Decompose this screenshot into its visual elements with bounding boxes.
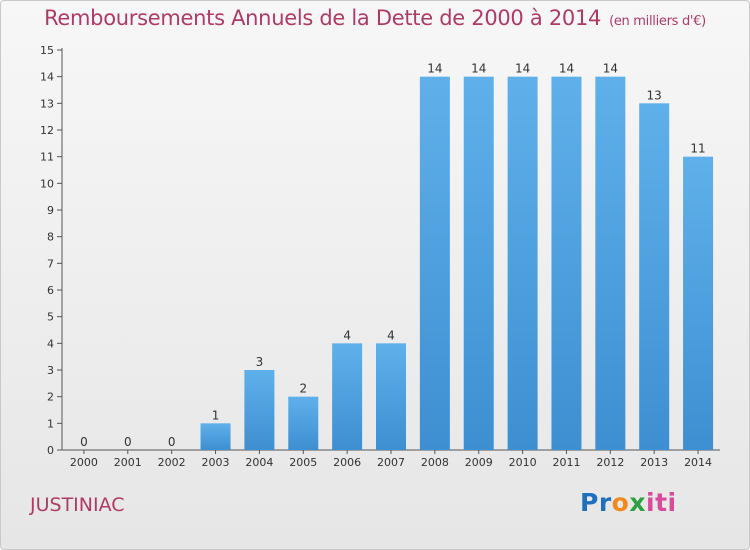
bar-value-label: 11 xyxy=(690,142,705,156)
bar xyxy=(639,103,670,450)
y-tick-label: 5 xyxy=(47,311,54,324)
logo-letter: t xyxy=(655,488,668,517)
bar xyxy=(463,76,494,451)
x-tick-label: 2014 xyxy=(684,456,712,469)
logo-letter: x xyxy=(629,488,646,517)
bar-value-label: 14 xyxy=(603,62,618,76)
y-tick-label: 7 xyxy=(47,257,54,270)
y-tick-label: 8 xyxy=(47,231,54,244)
bar xyxy=(595,76,626,451)
y-tick-label: 4 xyxy=(47,337,54,350)
logo-letter: P xyxy=(580,488,599,517)
x-tick-label: 2006 xyxy=(333,456,361,469)
x-tick-label: 2005 xyxy=(289,456,317,469)
bar-value-label: 3 xyxy=(256,355,264,369)
x-tick-label: 2012 xyxy=(596,456,624,469)
bar-value-label: 14 xyxy=(559,62,574,76)
bar xyxy=(200,423,231,450)
bar-value-label: 14 xyxy=(471,62,486,76)
bar-value-label: 13 xyxy=(647,88,662,102)
bar-value-label: 1 xyxy=(212,408,220,422)
x-tick-label: 2003 xyxy=(202,456,230,469)
bar xyxy=(683,156,714,450)
logo-letter: i xyxy=(667,488,677,517)
unit-label: (en milliers d'€) xyxy=(609,14,706,29)
bar xyxy=(551,76,582,451)
bar-value-label: 14 xyxy=(515,62,530,76)
x-tick-label: 2001 xyxy=(114,456,142,469)
x-tick-label: 2004 xyxy=(245,456,273,469)
bar xyxy=(507,76,538,451)
x-tick-label: 2007 xyxy=(377,456,405,469)
x-tick-label: 2013 xyxy=(640,456,668,469)
bar-value-label: 0 xyxy=(124,435,132,449)
place-name: JUSTINIAC xyxy=(30,494,125,516)
bar-value-label: 0 xyxy=(80,435,88,449)
y-tick-label: 12 xyxy=(40,124,54,137)
x-tick-label: 2002 xyxy=(158,456,186,469)
bar-value-label: 4 xyxy=(343,328,351,342)
logo-letter: o xyxy=(611,488,630,517)
chart-title: Remboursements Annuels de la Dette de 20… xyxy=(0,6,750,30)
y-tick-label: 15 xyxy=(40,44,54,57)
y-tick-label: 11 xyxy=(40,151,54,164)
y-tick-label: 6 xyxy=(47,284,54,297)
proxiti-logo: Proxiti xyxy=(580,488,677,517)
y-tick-label: 2 xyxy=(47,391,54,404)
bar xyxy=(288,396,319,450)
y-tick-label: 10 xyxy=(40,177,54,190)
x-tick-label: 2008 xyxy=(421,456,449,469)
y-tick-label: 13 xyxy=(40,97,54,110)
y-tick-label: 9 xyxy=(47,204,54,217)
x-tick-label: 2010 xyxy=(509,456,537,469)
y-tick-label: 14 xyxy=(40,71,54,84)
bar xyxy=(244,370,275,450)
bar xyxy=(419,76,450,451)
bar-value-label: 0 xyxy=(168,435,176,449)
bar xyxy=(376,343,406,450)
x-tick-label: 2000 xyxy=(70,456,98,469)
bar-value-label: 2 xyxy=(299,382,307,396)
bar xyxy=(332,343,363,450)
title-text: Remboursements Annuels de la Dette de 20… xyxy=(44,6,602,30)
y-tick-label: 3 xyxy=(47,364,54,377)
logo-letter: r xyxy=(598,488,612,517)
x-tick-label: 2009 xyxy=(465,456,493,469)
y-tick-label: 0 xyxy=(47,444,54,457)
logo-letter: i xyxy=(646,488,656,517)
x-tick-label: 2011 xyxy=(552,456,580,469)
bar-value-label: 14 xyxy=(427,62,442,76)
bar-value-label: 4 xyxy=(387,328,395,342)
y-tick-label: 1 xyxy=(47,417,54,430)
